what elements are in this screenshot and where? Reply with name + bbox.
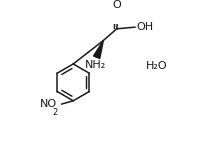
Text: NO: NO — [40, 99, 57, 109]
Text: NH₂: NH₂ — [85, 60, 106, 70]
Text: OH: OH — [137, 22, 154, 32]
Polygon shape — [94, 40, 103, 58]
Text: 2: 2 — [52, 108, 57, 117]
Text: O: O — [112, 0, 121, 10]
Text: H₂O: H₂O — [146, 61, 168, 71]
